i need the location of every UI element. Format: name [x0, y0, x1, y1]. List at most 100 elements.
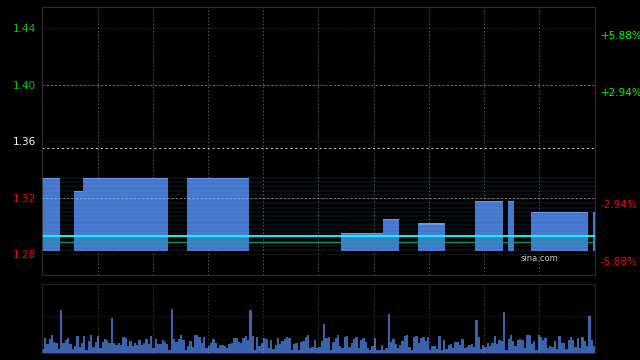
Bar	[81, 191, 83, 192]
Bar	[102, 342, 104, 353]
Bar	[492, 342, 493, 353]
Bar	[360, 233, 362, 234]
Bar	[482, 345, 484, 353]
Bar	[191, 178, 194, 251]
Bar	[252, 336, 254, 353]
Bar	[198, 178, 201, 251]
Bar	[353, 339, 355, 353]
Bar	[79, 347, 81, 353]
Bar	[205, 178, 207, 179]
Bar	[143, 178, 145, 251]
Bar	[390, 219, 392, 251]
Bar	[427, 337, 429, 353]
Bar	[175, 251, 178, 268]
Bar	[420, 338, 422, 353]
Bar	[503, 201, 505, 202]
Bar	[388, 219, 390, 220]
Bar	[415, 336, 417, 353]
Bar	[53, 178, 56, 251]
Bar	[454, 342, 457, 353]
Bar	[201, 178, 203, 179]
Bar	[586, 212, 588, 213]
Bar	[178, 339, 180, 353]
Bar	[102, 178, 104, 251]
Bar	[586, 346, 588, 353]
Bar	[584, 212, 586, 213]
Bar	[184, 350, 187, 353]
Bar	[240, 178, 243, 179]
Bar	[217, 178, 220, 251]
Bar	[394, 219, 397, 220]
Bar	[155, 339, 157, 353]
Bar	[434, 223, 436, 225]
Bar	[346, 233, 348, 251]
Bar	[180, 335, 182, 353]
Bar	[577, 338, 579, 353]
Bar	[152, 348, 155, 353]
Bar	[95, 342, 97, 353]
Bar	[115, 178, 118, 251]
Bar	[141, 178, 143, 251]
Bar	[470, 345, 473, 353]
Bar	[161, 341, 164, 353]
Bar	[351, 343, 353, 353]
Bar	[584, 341, 586, 353]
Bar	[88, 341, 90, 353]
Bar	[268, 348, 270, 353]
Bar	[125, 338, 127, 353]
Bar	[217, 178, 220, 179]
Bar	[323, 251, 325, 268]
Bar	[480, 201, 482, 251]
Text: sina.com: sina.com	[520, 254, 558, 263]
Bar	[404, 336, 406, 353]
Bar	[99, 348, 102, 353]
Bar	[279, 344, 282, 353]
Bar	[256, 337, 259, 353]
Bar	[97, 178, 99, 251]
Bar	[236, 178, 237, 179]
Bar	[487, 201, 489, 251]
Bar	[549, 212, 552, 213]
Bar	[558, 212, 561, 251]
Bar	[138, 178, 141, 179]
Bar	[535, 350, 538, 353]
Bar	[499, 201, 500, 251]
Bar	[314, 340, 316, 353]
Bar	[97, 336, 99, 353]
Bar	[466, 347, 468, 353]
Bar	[76, 191, 79, 192]
Bar	[127, 346, 129, 353]
Bar	[49, 178, 51, 179]
Bar	[115, 345, 118, 353]
Bar	[194, 178, 196, 251]
Bar	[309, 348, 312, 353]
Bar	[102, 178, 104, 179]
Bar	[500, 201, 503, 251]
Bar	[236, 338, 237, 353]
Bar	[210, 178, 212, 179]
Bar	[561, 343, 563, 353]
Bar	[237, 342, 240, 353]
Bar	[92, 178, 95, 179]
Bar	[568, 212, 570, 213]
Bar	[499, 201, 500, 202]
Bar	[51, 178, 53, 251]
Bar	[231, 178, 233, 251]
Bar	[224, 178, 226, 179]
Bar	[97, 178, 99, 179]
Bar	[247, 178, 249, 251]
Bar	[325, 338, 328, 353]
Bar	[228, 178, 231, 179]
Bar	[477, 201, 480, 251]
Bar	[422, 223, 424, 251]
Bar	[431, 223, 434, 225]
Bar	[563, 212, 565, 213]
Bar	[187, 178, 189, 179]
Bar	[489, 346, 492, 353]
Bar	[203, 178, 205, 251]
Bar	[194, 178, 196, 179]
Bar	[113, 178, 115, 179]
Bar	[65, 251, 67, 268]
Bar	[417, 343, 420, 353]
Bar	[392, 219, 394, 220]
